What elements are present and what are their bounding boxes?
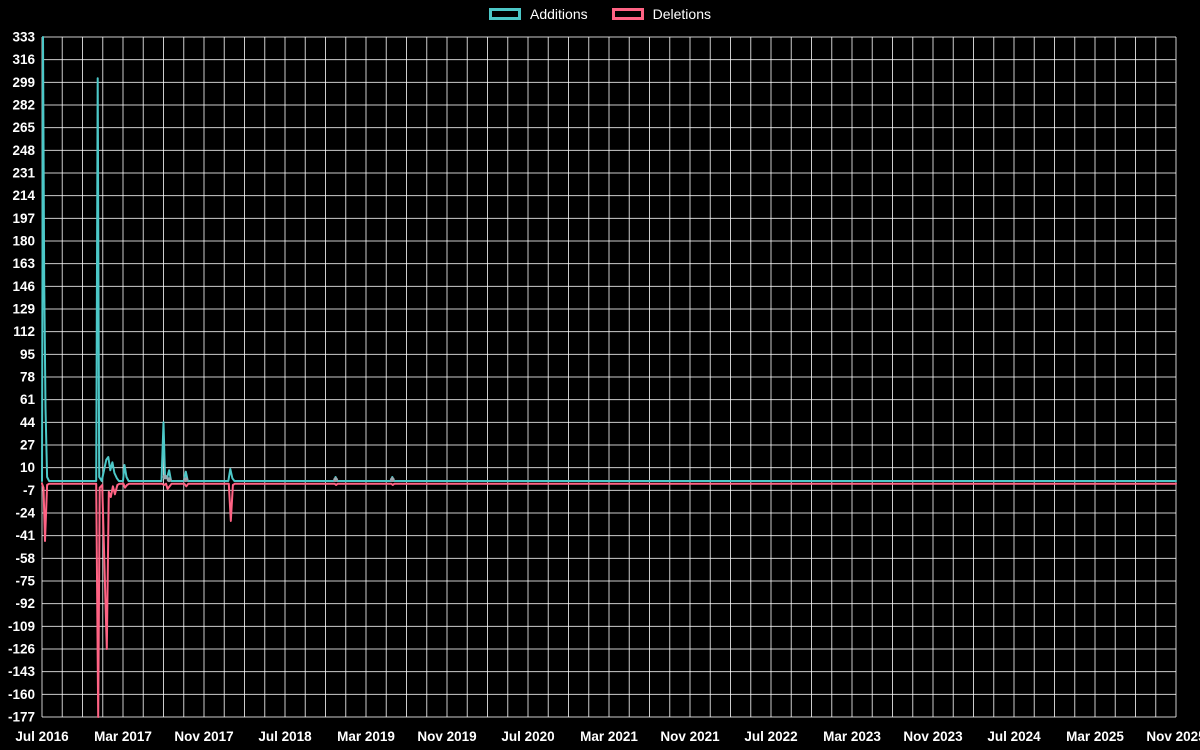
y-axis-tick-label: 44 [20,415,36,430]
x-axis-tick-label: Nov 2019 [417,729,476,744]
additions-line [41,36,1177,482]
x-axis-tick-label: Mar 2017 [94,729,152,744]
y-axis-tick-label: -7 [23,483,35,498]
legend-item-deletions[interactable]: Deletions [611,6,711,22]
x-axis-tick-label: Jul 2016 [15,729,69,744]
y-axis-tick-label: -126 [8,642,36,657]
y-axis-tick-label: 282 [12,98,35,113]
x-axis-tick-label: Jul 2018 [258,729,312,744]
y-axis-tick-label: -109 [8,619,35,634]
legend-item-additions[interactable]: Additions [489,7,588,21]
legend-label-additions: Additions [530,6,588,22]
y-axis-tick-label: -143 [8,664,36,679]
x-axis-tick-label: Nov 2021 [660,729,720,744]
y-axis-tick-label: 248 [12,143,35,158]
y-axis-tick-label: 163 [12,256,35,271]
point-marker [166,477,172,483]
legend-label-deletions: Deletions [652,6,711,22]
y-axis-tick-label: -58 [15,551,35,566]
deletions-line [41,482,1177,718]
y-axis-tick-label: -92 [15,596,35,611]
legend-swatch-deletions-icon [611,8,644,20]
y-axis-tick-label: 333 [12,30,35,45]
y-axis-tick-label: -75 [15,574,35,589]
y-axis-tick-label: 316 [12,52,35,67]
y-axis-tick-label: 214 [12,188,35,203]
y-axis-tick-label: 112 [13,324,35,339]
y-axis-tick-label: 146 [12,279,35,294]
y-axis-tick-label: 231 [12,166,35,181]
chart-legend: Additions Deletions [0,7,1200,21]
x-axis-tick-label: Jul 2024 [987,729,1041,744]
y-axis-tick-label: 180 [12,234,35,249]
x-axis-tick-label: Mar 2025 [1066,729,1124,744]
point-marker [162,474,168,480]
point-marker [183,477,189,483]
y-axis-tick-label: 197 [12,211,35,226]
x-axis-tick-label: Nov 2017 [174,729,233,744]
y-axis-tick-label: 129 [12,302,35,317]
y-axis-tick-label: 61 [20,392,36,407]
y-axis-tick-label: 27 [20,438,35,453]
x-axis-tick-label: Mar 2023 [823,729,881,744]
legend-swatch-additions-icon [489,8,522,20]
x-axis-tick-label: Nov 2025 [1146,729,1200,744]
x-axis-tick-label: Jul 2022 [744,729,797,744]
point-marker [389,477,395,483]
y-axis-tick-label: -160 [8,687,35,702]
point-marker [333,477,339,483]
x-axis-tick-label: Mar 2019 [337,729,395,744]
y-axis-tick-label: 10 [20,460,35,475]
x-axis-tick-label: Mar 2021 [580,729,638,744]
y-axis-tick-label: 299 [12,75,35,90]
y-axis-tick-label: 265 [12,120,35,135]
x-axis-tick-label: Jul 2020 [501,729,554,744]
y-axis-tick-label: -24 [15,506,35,521]
y-axis-tick-label: 95 [20,347,36,362]
y-axis-tick-label: -177 [8,710,35,725]
x-axis-tick-label: Nov 2023 [903,729,963,744]
y-axis-tick-label: 78 [20,370,36,385]
y-axis-tick-label: -41 [15,528,35,543]
